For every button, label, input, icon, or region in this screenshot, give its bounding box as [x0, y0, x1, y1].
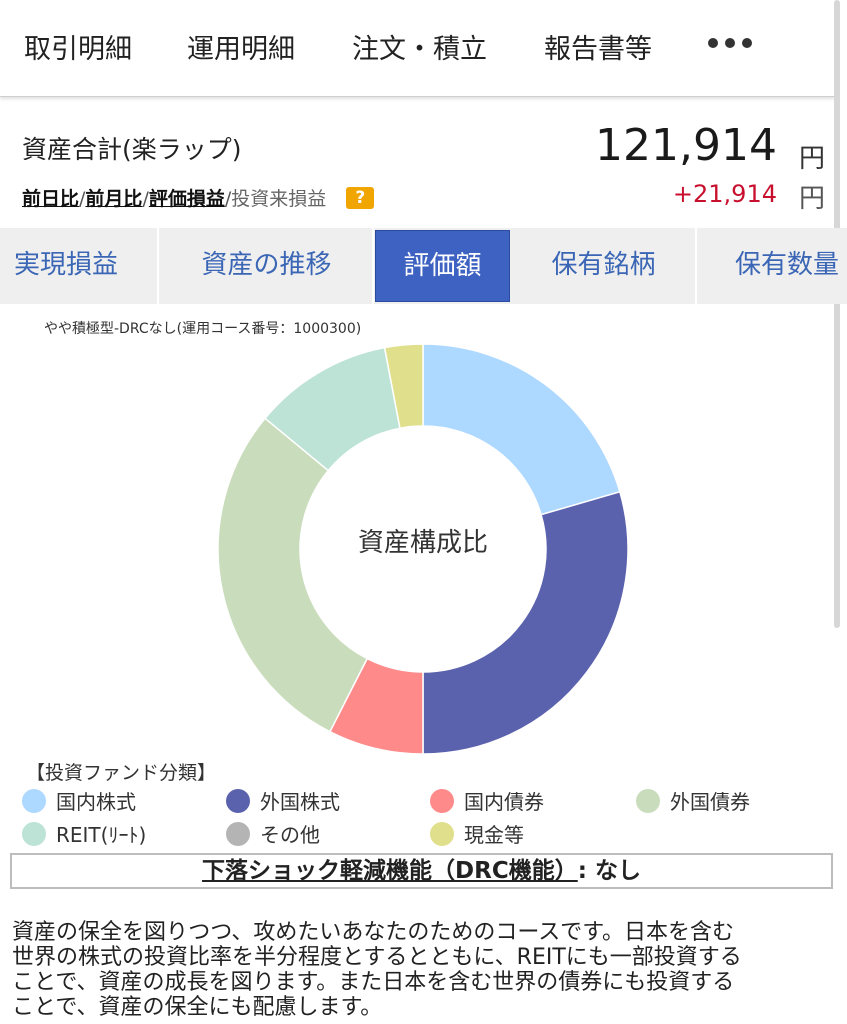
legend-item: その他	[226, 819, 320, 848]
legend-item: 外国株式	[226, 786, 340, 815]
description-line: 資産の保全を図りつつ、攻めたいあなたのためのコースです。日本を含む	[12, 920, 735, 945]
chart-slice-3	[217, 417, 369, 733]
asset-total-unit: 円	[798, 144, 825, 174]
top-navigation: 取引明細 運用明細 注文・積立 報告書等	[0, 0, 835, 97]
question-icon[interactable]: ?	[346, 187, 375, 209]
legend-swatch	[430, 821, 454, 846]
nav-management-details[interactable]: 運用明細	[187, 34, 295, 65]
legend-swatch	[22, 788, 46, 813]
legend-swatch	[226, 788, 250, 813]
legend-title: 【投資ファンド分類】	[26, 762, 217, 784]
chart-legend: 国内株式 外国株式 国内債券 外国債券 REIT(ﾘｰﾄ) その他 現金等	[0, 786, 847, 850]
legend-label: 外国債券	[670, 790, 750, 814]
chart-slice-1	[422, 490, 629, 755]
nav-transaction-details[interactable]: 取引明細	[24, 34, 132, 65]
drc-function-link[interactable]: 下落ショック軽減機能（DRC機能）	[202, 858, 578, 884]
legend-label: REIT(ﾘｰﾄ)	[56, 823, 147, 847]
nav-order-savings[interactable]: 注文・積立	[352, 34, 487, 65]
legend-label: 外国株式	[260, 790, 340, 814]
tab-realized-gain[interactable]: 実現損益	[0, 228, 159, 304]
tab-asset-trend[interactable]: 資産の推移	[161, 228, 374, 304]
ellipsis-icon[interactable]	[708, 38, 752, 48]
nav-reports[interactable]: 報告書等	[544, 34, 652, 65]
tab-holdings[interactable]: 保有銘柄	[512, 228, 697, 304]
legend-label: その他	[260, 823, 320, 847]
day-change-link[interactable]: 前日比	[22, 188, 80, 210]
description-line: ことで、資産の保全にも配慮します。	[12, 995, 383, 1020]
legend-item: 現金等	[430, 819, 524, 848]
course-description: 資産の保全を図りつつ、攻めたいあなたのためのコースです。日本を含む 世界の株式の…	[12, 920, 837, 1020]
tab-valuation[interactable]: 評価額	[375, 230, 510, 302]
tab-bar: 実現損益 資産の推移 評価額 保有銘柄 保有数量	[0, 228, 847, 304]
tab-holding-quantity[interactable]: 保有数量	[697, 228, 847, 304]
legend-label: 国内株式	[56, 790, 136, 814]
legend-label: 国内債券	[464, 790, 544, 814]
asset-total-title: 資産合計(楽ラップ)	[22, 135, 242, 164]
legend-item: REIT(ﾘｰﾄ)	[22, 819, 146, 848]
legend-item: 国内債券	[430, 786, 544, 815]
description-line: ことで、資産の成長を図ります。また日本を含む世界の債券にも投資する	[12, 970, 735, 995]
legend-item: 国内株式	[22, 786, 136, 815]
drc-status: 下落ショック軽減機能（DRC機能）: なし	[10, 853, 833, 889]
legend-label: 現金等	[464, 823, 524, 847]
chart-center-label: 資産構成比	[357, 528, 488, 558]
legend-swatch	[22, 821, 46, 846]
legend-swatch	[430, 788, 454, 813]
gain-unit: 円	[798, 184, 825, 214]
chart-slice-6	[383, 343, 424, 430]
asset-composition-donut-chart	[217, 343, 629, 755]
legend-swatch	[636, 788, 660, 813]
legend-swatch	[226, 821, 250, 846]
scrollbar[interactable]	[834, 0, 840, 628]
legend-item: 外国債券	[636, 786, 750, 815]
metric-links: 前日比/前月比/評価損益/投資来損益 ?	[22, 184, 375, 211]
valuation-gain-link[interactable]: 評価損益	[148, 188, 225, 210]
since-start-gain-label: 投資来損益	[231, 188, 327, 210]
month-change-link[interactable]: 前月比	[85, 188, 143, 210]
description-line: 世界の株式の投資比率を半分程度とするとともに、REITにも一部投資する	[12, 945, 742, 970]
drc-value: : なし	[577, 858, 641, 884]
asset-summary: 資産合計(楽ラップ) 121,914 円 前日比/前月比/評価損益/投資来損益 …	[0, 100, 835, 228]
asset-total-amount: 121,914	[595, 120, 777, 171]
course-label: やや積極型-DRCなし(運用コース番号：1000300)	[44, 321, 362, 337]
chart-slice-0	[422, 343, 621, 516]
gain-amount: +21,914	[672, 180, 777, 208]
